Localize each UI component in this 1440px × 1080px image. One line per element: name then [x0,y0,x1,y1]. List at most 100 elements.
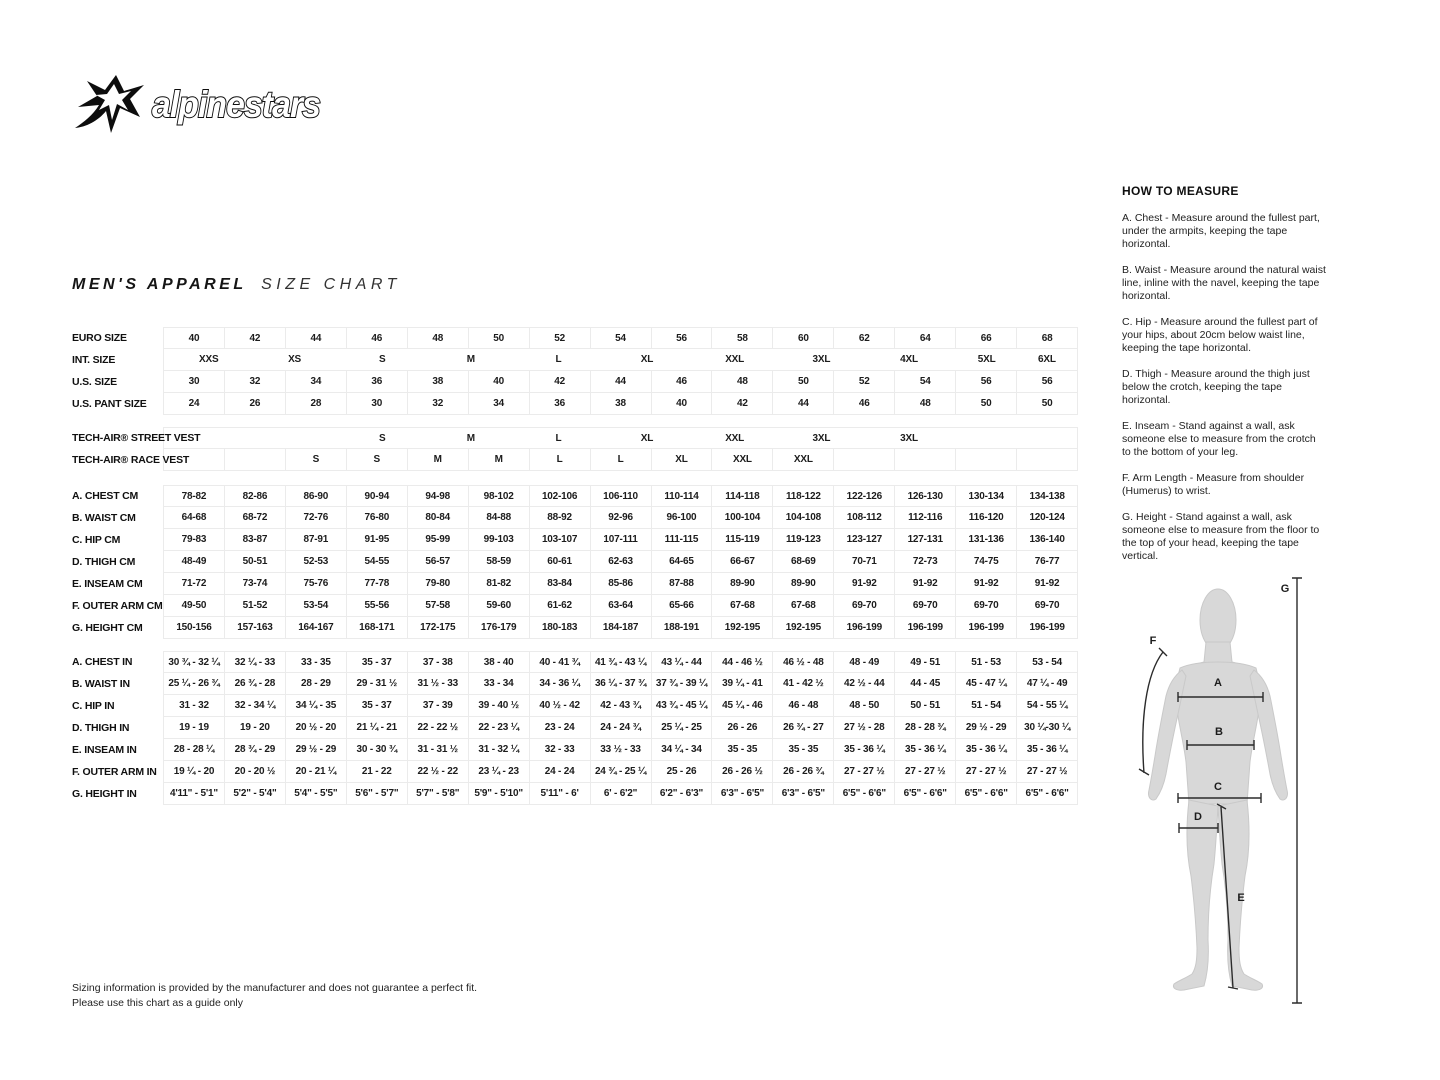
size-cell: 119-123 [773,529,835,550]
size-cell: 41 - 42 ½ [773,673,835,694]
row-label: D. THIGH IN [72,722,130,734]
size-cell: 102-106 [530,486,591,506]
guide-item: A. Chest - Measure around the fullest pa… [1122,212,1320,250]
size-cell: 63-64 [591,595,652,616]
size-cell: 26 - 26 ¾ [773,761,835,782]
size-cell: 76-80 [347,507,408,528]
size-cell: 28 [286,393,347,414]
size-cell: 30 ¼-30 ¼ [1024,722,1071,733]
size-cell: 30 [347,393,408,414]
size-cell [834,449,896,470]
size-cell: XXL [712,449,774,470]
size-cell: 51 - 53 [956,652,1018,672]
size-cell: 40 [164,328,225,348]
row-label: B. WAIST CM [72,512,136,524]
size-cell: 54 [895,371,957,392]
table-row: C. HIP IN 31 - 32 32 - 34 ¼ 34 ¼ - 35 35 - 3… [72,695,1078,717]
size-cell: 49-50 [164,595,225,616]
size-cell: 60-61 [530,551,591,572]
size-cell: 116-120 [956,507,1018,528]
size-cell: 96-100 [652,507,713,528]
size-cell: 84-88 [469,507,530,528]
size-cell: 46 [834,393,896,414]
size-cell: 52 [530,328,591,348]
size-cell: 69-70 [834,595,896,616]
size-cell: 106-110 [591,486,652,506]
size-cell: 134-138 [1029,490,1065,502]
size-cell: 30 - 30 ¾ [347,739,408,760]
size-cell: 3XL [900,432,918,444]
size-cell: 184-187 [591,617,652,638]
table-row: INT. SIZE XXS XS S M L XL XXL 3XL 4XL 5XL 6XL [72,349,1078,371]
size-cell: 27 - 27 ½ [956,761,1018,782]
size-cell: 71-72 [164,573,225,594]
figure-label-g: G [1281,583,1290,595]
table-row: B. WAIST CM 64-68 68-72 72-76 76-80 80-84 84-8… [72,507,1078,529]
size-cell: 26 - 26 [712,717,774,738]
size-cell: 70-71 [834,551,896,572]
size-cell: 36 [530,393,591,414]
size-cell: 44 [286,328,347,348]
row-label: A. CHEST IN [72,656,133,668]
size-cell: 58-59 [469,551,530,572]
size-cell: 32 - 33 [530,739,591,760]
row-label: C. HIP IN [72,700,115,712]
thigh-measure-line [1178,823,1219,833]
size-cell: 31 ½ - 33 [408,673,469,694]
size-cell: 54 [591,328,652,348]
size-cell: M [408,449,469,470]
size-cell: 52-53 [286,551,347,572]
size-cell: 33 - 34 [469,673,530,694]
size-cell: 68-72 [225,507,286,528]
size-cell: 35 - 36 ¼ [1026,744,1068,755]
table-row: C. HIP CM 79-83 83-87 87-91 91-95 95-99 99-103… [72,529,1078,551]
guide-items: A. Chest - Measure around the fullest pa… [1122,212,1327,563]
size-cell: 24 - 24 [530,761,591,782]
size-cell: L [555,432,562,444]
size-cell: 34 [286,371,347,392]
table-row: EURO SIZE 40 42 44 46 48 50 52 54 56 58 60 62 64 66 68 [72,327,1078,349]
size-cell: 32 [225,371,286,392]
row-label: F. OUTER ARM CM [72,600,163,612]
size-cell: 118-122 [773,486,835,506]
size-cell: 64-65 [652,551,713,572]
table-row: U.S. SIZE 30 32 34 36 38 40 42 44 46 48 50 52 54 56 56 [72,371,1078,393]
size-cell: 83-84 [530,573,591,594]
size-cell: 176-179 [469,617,530,638]
size-cell: 6' - 6'2" [591,783,652,804]
alpinestars-star-icon: alpinestars [75,75,322,133]
size-cell: 44 [773,393,835,414]
size-cell: 37 - 39 [408,695,469,716]
size-cell: 82-86 [225,486,286,506]
arm-measure-line [1138,647,1168,776]
hip-measure-line [1177,793,1262,803]
size-cell: 54 - 55 ¼ [1026,700,1068,711]
size-cell: XL [640,432,654,444]
size-cell: 40 - 41 ¾ [530,652,591,672]
row-label: F. OUTER ARM IN [72,766,157,778]
size-cell: 35 - 36 ¼ [895,739,957,760]
size-cell: 48 [408,328,469,348]
table-row: B. WAIST IN 25 ¼ - 26 ¾ 26 ¾ - 28 28 - 29 29… [72,673,1078,695]
size-cell: 46 [652,371,713,392]
size-cell: 5XL [977,354,996,365]
size-cell: 91-92 [1034,578,1060,589]
size-cell: 38 [591,393,652,414]
title-secondary: SIZE CHART [261,276,401,293]
size-cell: 88-92 [530,507,591,528]
row-label: INT. SIZE [72,354,116,366]
row-label: E. INSEAM IN [72,744,137,756]
size-cell: 29 ½ - 29 [956,717,1018,738]
size-cell: 32 ¼ - 33 [225,652,286,672]
size-cell: 172-175 [408,617,469,638]
size-cell: 44 - 46 ½ [712,652,774,672]
size-cell: 41 ¾ - 43 ¼ [591,652,652,672]
size-cell: 6'2" - 6'3" [652,783,713,804]
size-cell: 74-75 [956,551,1018,572]
size-cell: XL [652,449,713,470]
size-cell: 46 - 48 [773,695,835,716]
size-cell: 26 ¾ - 28 [225,673,286,694]
size-cell: 75-76 [286,573,347,594]
size-cell: 32 - 34 ¼ [225,695,286,716]
